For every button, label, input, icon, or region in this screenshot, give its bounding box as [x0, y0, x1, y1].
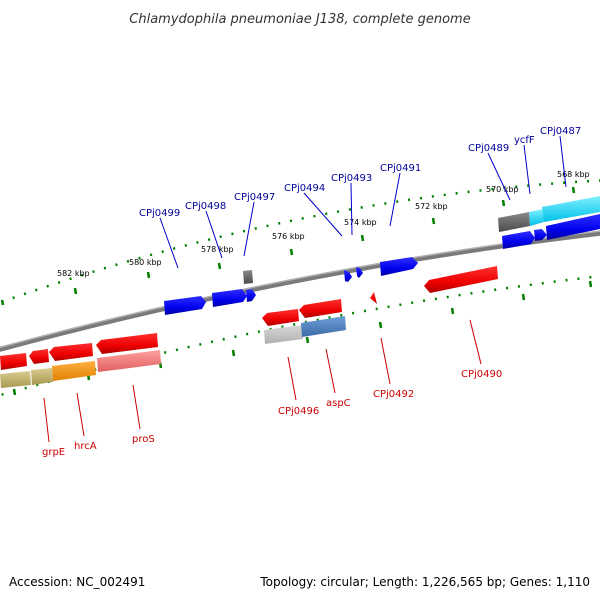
label-cpj0498[interactable]: CPj0498 — [185, 201, 226, 212]
label-cpj0497[interactable]: CPj0497 — [234, 192, 275, 203]
reverse-genes — [0, 266, 498, 388]
major-tick — [12, 388, 17, 396]
label-aspc[interactable]: aspC — [326, 398, 351, 409]
gene-cpj0492[interactable] — [370, 292, 377, 304]
major-ticks — [0, 186, 576, 306]
label-cpj0489[interactable]: CPj0489 — [468, 143, 509, 154]
label-cpj0490[interactable]: CPj0490 — [461, 369, 502, 380]
gene-ycff-arrow[interactable] — [534, 229, 547, 241]
tick-label: 572 kbp — [415, 202, 448, 211]
accession-text: Accession: NC_002491 — [9, 575, 145, 589]
label-cpj0492[interactable]: CPj0492 — [373, 389, 414, 400]
major-tick — [289, 248, 294, 256]
major-tick — [0, 299, 5, 306]
gene-cpj0491[interactable] — [380, 257, 418, 276]
gene-cpj0497-grey[interactable] — [243, 270, 253, 284]
reverse-leaders — [43, 319, 482, 443]
gene-ycff[interactable] — [529, 209, 544, 226]
tick-label: 574 kbp — [344, 218, 377, 227]
gene-cpj0497-arrow[interactable] — [246, 289, 256, 302]
gene-cpj0498[interactable] — [212, 289, 247, 307]
tick-label: 570 kbp — [486, 185, 519, 194]
major-tick — [378, 321, 383, 329]
gene-cpj0496-grey[interactable] — [264, 325, 303, 344]
map-title: Chlamydophila pneumoniae J138, complete … — [129, 12, 470, 27]
label-hrca[interactable]: hrcA — [74, 441, 97, 452]
gene-hrca-orange[interactable] — [52, 361, 96, 381]
label-cpj0491[interactable]: CPj0491 — [380, 163, 421, 174]
major-tick — [501, 199, 506, 207]
major-tick — [217, 262, 222, 270]
label-cpj0493[interactable]: CPj0493 — [331, 173, 372, 184]
forward-leaders — [159, 135, 567, 269]
label-grpe[interactable]: grpE — [42, 447, 65, 458]
reverse-labels: grpE hrcA proS CPj0496 aspC CPj0492 CPj0… — [42, 369, 502, 458]
major-tick — [73, 287, 78, 295]
label-cpj0496[interactable]: CPj0496 — [278, 406, 319, 417]
label-cpj0494[interactable]: CPj0494 — [284, 183, 325, 194]
gene-cpj0489-grey[interactable] — [498, 212, 530, 232]
tick-label: 582 kbp — [57, 269, 90, 278]
gene-cpj0487[interactable] — [546, 214, 600, 240]
gene-hrca[interactable] — [49, 343, 93, 361]
major-tick — [231, 349, 236, 357]
tick-label: 580 kbp — [129, 258, 162, 267]
major-tick — [521, 293, 526, 301]
gene-grpe-olive[interactable] — [0, 371, 31, 388]
gene-cpj0490[interactable] — [424, 266, 498, 293]
label-ycff[interactable]: ycfF — [514, 135, 535, 146]
gene-pros-salmon[interactable] — [97, 350, 161, 372]
label-cpj0487[interactable]: CPj0487 — [540, 126, 581, 137]
major-tick — [431, 217, 436, 225]
major-tick — [571, 186, 576, 194]
gene-aspc[interactable] — [299, 299, 342, 318]
gene-hrca-left[interactable] — [29, 349, 49, 364]
tick-label: 578 kbp — [201, 245, 234, 254]
forward-genes — [164, 196, 600, 315]
major-tick — [450, 307, 455, 315]
gene-cpj0499[interactable] — [164, 296, 206, 315]
gene-pros[interactable] — [96, 333, 158, 354]
major-tick — [146, 271, 151, 279]
gene-cpj0496[interactable] — [262, 309, 299, 326]
label-cpj0499[interactable]: CPj0499 — [139, 208, 180, 219]
gene-cpj0487-cyan[interactable] — [542, 196, 600, 222]
major-tick — [588, 280, 593, 288]
major-tick — [360, 234, 365, 242]
gene-hrca-olive[interactable] — [31, 368, 53, 385]
genome-summary-text: Topology: circular; Length: 1,226,565 bp… — [259, 575, 590, 589]
gene-cpj0493[interactable] — [356, 267, 363, 278]
gene-grpe[interactable] — [0, 353, 27, 370]
gene-aspc-steel[interactable] — [301, 316, 346, 337]
gene-cpj0489[interactable] — [502, 231, 535, 249]
tick-label: 576 kbp — [272, 232, 305, 241]
major-tick — [305, 336, 310, 344]
tick-labels: 582 kbp 580 kbp 578 kbp 576 kbp 574 kbp … — [57, 170, 590, 278]
tick-label: 568 kbp — [557, 170, 590, 179]
gene-cpj0494[interactable] — [344, 270, 352, 282]
forward-labels: CPj0499 CPj0498 CPj0497 CPj0494 CPj0493 … — [139, 126, 581, 219]
label-pros[interactable]: proS — [132, 434, 155, 445]
